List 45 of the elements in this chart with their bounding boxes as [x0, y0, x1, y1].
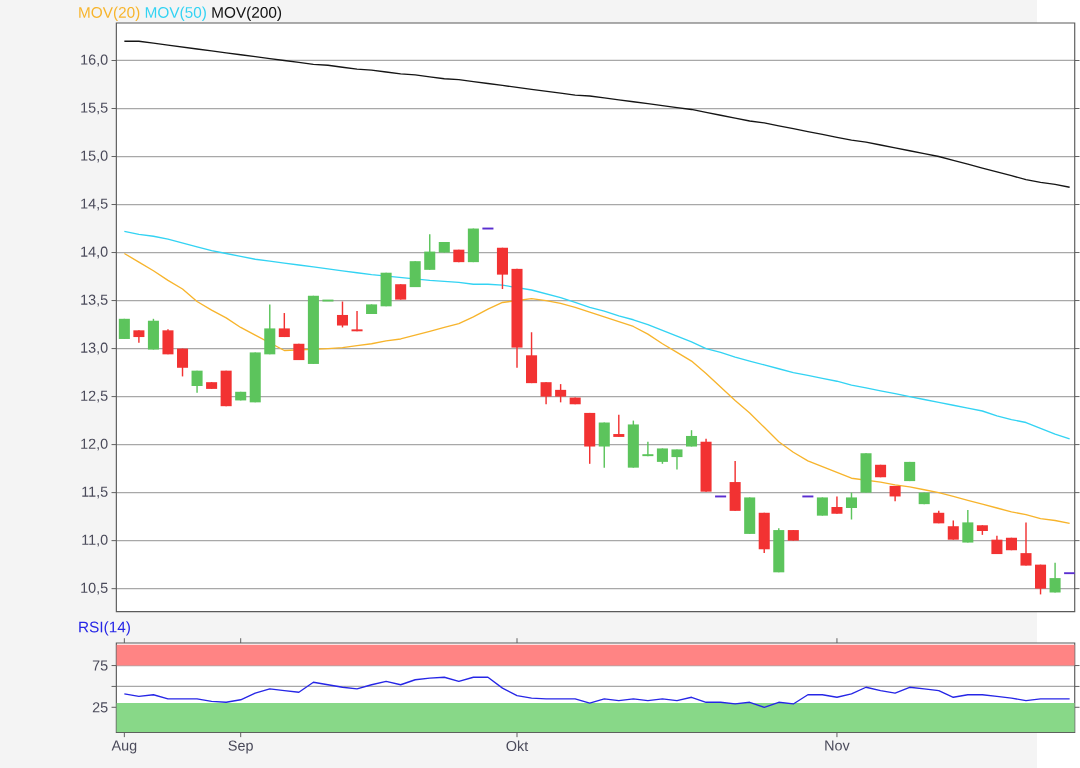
text: MOV(20) — [79, 6, 140, 21]
candlestick — [991, 535, 1003, 555]
candlestick — [845, 491, 858, 521]
candlestick — [336, 300, 349, 329]
y-tick-label: 15,5 — [81, 102, 108, 115]
candlestick — [321, 299, 335, 302]
candlestick — [555, 383, 567, 403]
candlestick — [1063, 572, 1075, 575]
y-tick-label: 12,5 — [81, 390, 108, 403]
x-tick-label: Aug — [111, 740, 137, 754]
x-tick-label: Sep — [228, 740, 253, 754]
text: MOV(50) — [145, 6, 206, 21]
line-series — [123, 252, 1071, 524]
y-tick-label: 15,0 — [81, 150, 108, 163]
y-tick-label: 16,0 — [81, 54, 108, 67]
candlestick — [642, 440, 654, 457]
y-tick-label: 14,5 — [81, 198, 108, 211]
candlestick — [801, 495, 815, 498]
candlestick — [540, 381, 552, 405]
x-tick-label: Okt — [506, 740, 529, 751]
y-tick-label: 11,5 — [82, 486, 108, 499]
y-tick-label: 12,0 — [81, 438, 108, 451]
text: RSI(14) — [79, 621, 130, 636]
series-label: MOV(200) — [212, 6, 282, 21]
candlestick — [947, 519, 959, 541]
candlestick — [613, 414, 625, 438]
x-tick-label: Nov — [825, 740, 850, 751]
y-tick-label: 25 — [92, 702, 108, 713]
candlestick — [962, 509, 974, 544]
y-tick-label: 10,5 — [81, 582, 108, 595]
candlestick — [424, 233, 436, 271]
candlestick — [481, 227, 495, 230]
y-tick-label: 13,5 — [81, 294, 108, 307]
candlestick — [278, 312, 290, 338]
y-tick-label: 11,0 — [82, 534, 108, 547]
candlestick — [671, 448, 683, 471]
y-tick-label: 14,0 — [81, 246, 108, 259]
y-tick-label: 75 — [92, 660, 108, 671]
candlestick — [176, 347, 189, 378]
candlestick — [1020, 521, 1032, 567]
candlestick — [714, 495, 728, 498]
y-tick-label: 13,0 — [81, 342, 108, 355]
candlestick — [816, 496, 828, 517]
candlestick — [1049, 561, 1061, 594]
candlestick — [598, 421, 610, 469]
